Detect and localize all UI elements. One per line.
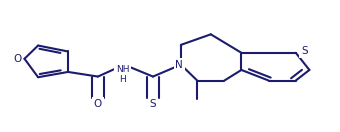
Text: N: N: [175, 60, 183, 70]
Text: S: S: [301, 46, 308, 56]
Text: O: O: [94, 99, 102, 109]
Text: O: O: [13, 54, 21, 64]
Text: NH
H: NH H: [116, 65, 130, 84]
Text: S: S: [150, 99, 156, 109]
